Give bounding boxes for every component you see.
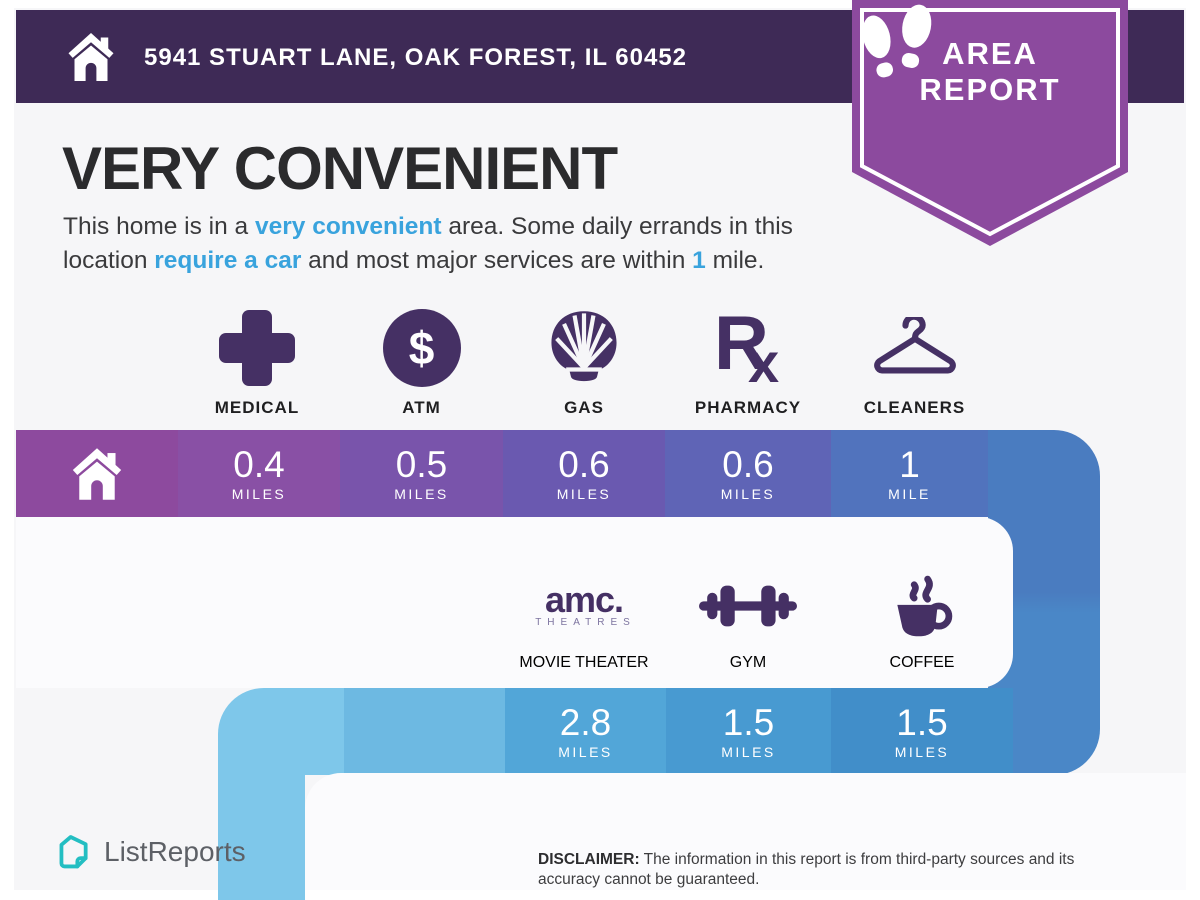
amenity-label: COFFEE (889, 654, 955, 671)
ribbon-home-cell (16, 430, 178, 517)
distance-unit: MILES (556, 485, 612, 502)
middle-white-card (16, 517, 1013, 688)
distance-cell-gas: 0.6 MILES (503, 430, 665, 517)
coffee-cup-icon (897, 575, 953, 637)
listreports-wordmark: ListReports (104, 836, 246, 867)
summary-highlight-require-a-car: require a car (154, 247, 302, 274)
summary-highlight-one: 1 (692, 247, 706, 274)
distance-cell-pharmacy: 0.6 MILES (665, 430, 831, 517)
distance-value: 1 (899, 443, 920, 485)
summary-paragraph: This home is in a very convenient area. … (63, 210, 873, 278)
distance-unit: MILES (894, 743, 950, 760)
summary-text: location (63, 247, 155, 274)
medical-cross-icon (219, 310, 295, 386)
badge-ribbon-shape (852, 0, 1128, 246)
bottom-white-card (305, 773, 1186, 890)
distance-value: 1.5 (722, 701, 775, 743)
ribbon-plain-segment (344, 688, 505, 775)
distance-value: 0.5 (395, 443, 448, 485)
page-title: VERY CONVENIENT (62, 135, 618, 202)
amenity-label: GYM (729, 654, 767, 671)
amc-subtext: THEATRES (535, 616, 636, 628)
distance-unit: MILES (720, 485, 776, 502)
distance-cell-coffee: 1.5 MILES (831, 688, 1013, 775)
amenity-gas: GAS (503, 298, 665, 420)
distance-unit: MILES (721, 743, 776, 760)
summary-text: and most major services are within (301, 247, 693, 274)
amenity-medical: MEDICAL (174, 298, 340, 420)
distance-value: 0.4 (233, 443, 285, 485)
distance-cell-medical: 0.4 MILES (178, 430, 340, 517)
ribbon-left-corner (218, 688, 344, 775)
ribbon-left-band (218, 774, 305, 900)
home-icon (68, 32, 114, 81)
disclaimer: DISCLAIMER: The information in this repo… (538, 850, 1123, 890)
distance-unit: MILES (558, 743, 613, 760)
dollar-glyph: $ (408, 322, 435, 374)
atm-dollar-icon: $ (382, 309, 461, 387)
distance-value: 0.6 (722, 443, 774, 485)
listreports-house-icon (59, 835, 88, 869)
distance-cell-cleaners: 1 MILE (831, 430, 988, 517)
dumbbell-icon (699, 585, 797, 627)
amenity-label: GAS (564, 398, 604, 417)
amenity-atm: $ ATM (340, 298, 503, 420)
rx-icon: R x (710, 301, 786, 394)
home-icon (72, 447, 122, 500)
shell-gas-icon (551, 311, 617, 382)
amenity-movie-theater: amc. THEATRES MOVIE THEATER (503, 558, 665, 672)
distance-cell-atm: 0.5 MILES (340, 430, 503, 517)
summary-line1: This home is in a very convenient area. … (63, 210, 873, 244)
rx-letter-r: R (714, 301, 769, 386)
distance-unit: MILE (888, 485, 931, 502)
summary-line2: location require a car and most major se… (63, 244, 873, 278)
amenity-gym: GYM (665, 558, 831, 672)
amenity-label: PHARMACY (694, 398, 802, 417)
distance-cell-gym: 1.5 MILES (666, 688, 831, 775)
distance-value: 2.8 (559, 701, 612, 743)
area-report-badge: AREA REPORT (852, 0, 1128, 250)
summary-text: mile. (705, 247, 765, 274)
disclaimer-label: DISCLAIMER: (538, 850, 640, 868)
amenity-label: ATM (402, 398, 441, 417)
hanger-icon (873, 317, 956, 374)
summary-text: This home is in a (63, 213, 255, 240)
summary-text: area. Some daily errands in this (441, 213, 793, 240)
listreports-logo: ListReports (54, 832, 246, 872)
amenity-label: MOVIE THEATER (519, 654, 649, 671)
badge-title-line2: REPORT (919, 72, 1061, 107)
distance-value: 0.6 (558, 443, 610, 485)
badge-title-line1: AREA (942, 36, 1038, 71)
disclaimer-text: The information in this report is from t… (538, 850, 1075, 888)
distance-unit: MILES (231, 485, 287, 502)
summary-highlight-very-convenient: very convenient (255, 213, 442, 240)
amenity-coffee: COFFEE (831, 558, 1013, 672)
distance-value: 1.5 (896, 701, 948, 743)
amc-theatres-logo: amc. THEATRES (532, 558, 636, 654)
amenity-label: MEDICAL (214, 398, 300, 417)
amc-wordmark: amc. (544, 578, 624, 620)
distance-cell-movie-theater: 2.8 MILES (505, 688, 666, 775)
footprints-icon (862, 4, 932, 78)
property-address: 5941 STUART LANE, OAK FOREST, IL 60452 (144, 43, 688, 71)
amenity-cleaners: CLEANERS (831, 298, 998, 420)
distance-unit: MILES (394, 485, 449, 502)
rx-letter-x: x (748, 331, 780, 394)
amenity-label: CLEANERS (863, 398, 966, 417)
amenity-pharmacy: R x PHARMACY (665, 298, 831, 420)
